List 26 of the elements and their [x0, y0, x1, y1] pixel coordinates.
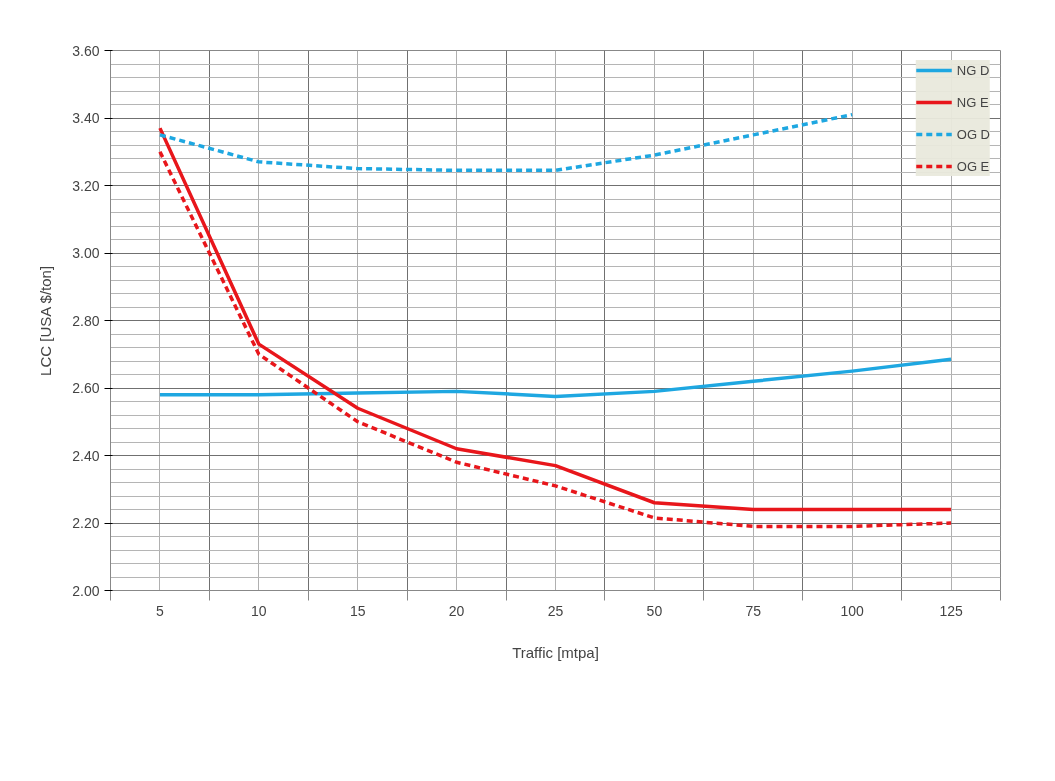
y-tick-label: 2.00: [72, 582, 100, 599]
legend-label: NG E: [956, 94, 989, 110]
x-tick-label: 50: [646, 602, 663, 619]
y-tick-label: 2.40: [72, 447, 100, 464]
legend-label: OG D: [956, 126, 990, 142]
y-tick-label: 2.20: [72, 515, 100, 531]
y-tick-label: 2.60: [72, 380, 100, 396]
line-series: [158, 112, 854, 173]
x-tick-label: 5: [156, 602, 165, 619]
y-tick-label: 3.20: [72, 177, 100, 194]
x-tick-label: 125: [939, 602, 963, 619]
x-tick-label: 10: [251, 602, 267, 619]
x-tick-label: 75: [745, 602, 762, 619]
x-tick-label: 15: [349, 602, 366, 619]
x-tick-label: 100: [840, 602, 865, 619]
legend-label: NG D: [956, 62, 990, 78]
y-tick-label: 2.80: [72, 312, 100, 329]
y-tick-label: 3.40: [72, 110, 100, 126]
x-tick-label: 20: [448, 602, 465, 619]
line-series: [158, 357, 953, 399]
x-axis-title: Traffic [mtpa]: [512, 643, 599, 661]
y-tick-label: 3.00: [72, 245, 100, 261]
legend-label: OG E: [956, 158, 990, 174]
y-tick-label: 3.60: [72, 42, 100, 59]
y-axis-title: LCC [USA $/ton]: [37, 265, 55, 376]
x-tick-label: 25: [547, 602, 564, 619]
